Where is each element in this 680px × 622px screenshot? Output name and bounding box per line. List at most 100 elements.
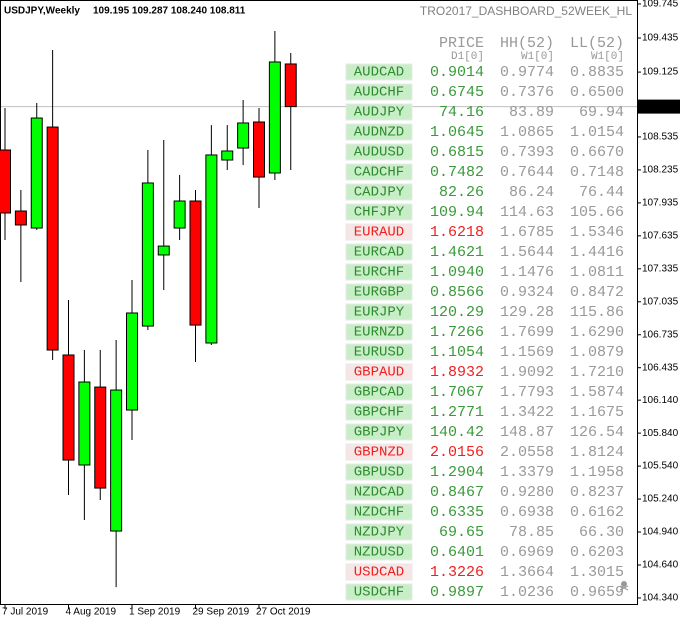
symbol-bg [345,263,413,281]
last-price-box [638,99,680,114]
x-tick-label: 27 Oct 2019 [256,607,311,618]
column-header: HH(52) [500,35,554,52]
price: 0.6335 [430,504,484,521]
symbol: CADJPY [354,185,405,201]
candle-body [205,154,218,344]
candle-body [141,182,154,327]
price: 69.65 [439,524,484,541]
symbol-button[interactable]: AUDUSD [345,143,413,161]
candle-body [284,63,297,108]
symbol-button[interactable]: EURNZD [345,323,413,341]
range-value: 2.0558 [500,444,554,461]
symbol-bg [345,63,413,81]
symbol: GBPUSD [354,465,404,481]
symbol-bg [345,503,413,521]
symbol-button[interactable]: GBPJPY [345,423,413,441]
symbol-bg [345,283,413,301]
symbol-button[interactable]: EURAUD [345,223,413,241]
range-value: 1.1958 [570,464,624,481]
symbol-button[interactable]: GBPAUD [345,363,413,381]
candle-body [94,386,107,489]
price: 82.26 [439,184,484,201]
symbol-button[interactable]: EURUSD [345,343,413,361]
symbol: GBPCHF [354,405,404,421]
range-value: 0.9280 [500,484,554,501]
candle-body [30,117,43,229]
symbol-button[interactable]: EURGBP [345,283,413,301]
symbol-button[interactable]: AUDJPY [345,103,413,121]
symbol: EURCHF [354,265,404,281]
symbol-bg [345,343,413,361]
price: 0.6745 [430,84,484,101]
symbol-button[interactable]: USDCAD [345,563,413,581]
range-value: 1.7793 [500,384,554,401]
symbol-button[interactable]: AUDCHF [345,83,413,101]
symbol-button[interactable]: NZDCAD [345,483,413,501]
x-tick-label: 29 Sep 2019 [193,607,250,618]
range-value: 1.0154 [570,124,624,141]
symbol-button[interactable]: GBPNZD [345,443,413,461]
symbol-button[interactable]: EURCAD [345,243,413,261]
symbol-button[interactable]: NZDJPY [345,523,413,541]
range-value: 1.1476 [500,264,554,281]
range-value: 66.30 [579,524,624,541]
y-tick-label: 105.540 [642,461,679,472]
symbol-button[interactable]: USDCHF [345,583,413,601]
symbol-bg [345,323,413,341]
icon [619,581,629,591]
x-tick-label: 7 Jul 2019 [2,607,49,618]
symbol-bg [345,443,413,461]
range-value: 83.89 [509,104,554,121]
symbol-bg [345,103,413,121]
range-value: 1.5644 [500,244,554,261]
symbol: EURAUD [354,225,404,241]
symbol-button[interactable]: GBPCAD [345,383,413,401]
range-value: 0.6938 [500,504,554,521]
symbol: EURUSD [354,345,404,361]
symbol-button[interactable]: GBPUSD [345,463,413,481]
y-tick-label: 109.745 [642,0,679,10]
price: 0.9014 [430,64,484,81]
price: 1.7067 [430,384,484,401]
range-value: 1.5874 [570,384,624,401]
symbol: USDCHF [354,585,404,601]
symbol-button[interactable]: NZDUSD [345,543,413,561]
price: 0.9897 [430,584,484,601]
symbol-bg [345,203,413,221]
symbol: NZDUSD [354,545,404,561]
symbol-button[interactable]: GBPCHF [345,403,413,421]
range-value: 0.9324 [500,284,554,301]
dashboard-title: TRO2017_DASHBOARD_52WEEK_HL [420,4,632,18]
symbol-button[interactable]: AUDCAD [345,63,413,81]
candle-body [189,200,202,326]
symbol-button[interactable]: CHFJPY [345,203,413,221]
y-tick-label: 108.235 [642,165,679,176]
y-tick-label: 104.340 [642,593,679,604]
y-tick-label: 105.840 [642,428,679,439]
symbol: NZDJPY [354,525,405,541]
symbol-button[interactable]: CADCHF [345,163,413,181]
range-value: 0.8237 [570,484,624,501]
price: 1.3226 [430,564,484,581]
symbol-bg [345,563,413,581]
column-header: LL(52) [570,35,624,52]
range-value: 0.7376 [500,84,554,101]
candles [0,30,637,588]
symbol: GBPCAD [354,385,404,401]
symbol-button[interactable]: EURJPY [345,303,413,321]
symbol: AUDCAD [354,65,404,81]
price: 0.6401 [430,544,484,561]
range-value: 1.4416 [570,244,624,261]
y-tick-label: 105.240 [642,494,679,505]
symbol-button[interactable]: NZDCHF [345,503,413,521]
symbol-button[interactable]: CADJPY [345,183,413,201]
price: 0.7482 [430,164,484,181]
symbol-button[interactable]: EURCHF [345,263,413,281]
y-tick-label: 108.535 [642,132,679,143]
symbol-bg [345,163,413,181]
range-value: 1.9092 [500,364,554,381]
price: 1.1054 [430,344,484,361]
price: 74.16 [439,104,484,121]
symbol-button[interactable]: AUDNZD [345,123,413,141]
symbol-bg [345,403,413,421]
